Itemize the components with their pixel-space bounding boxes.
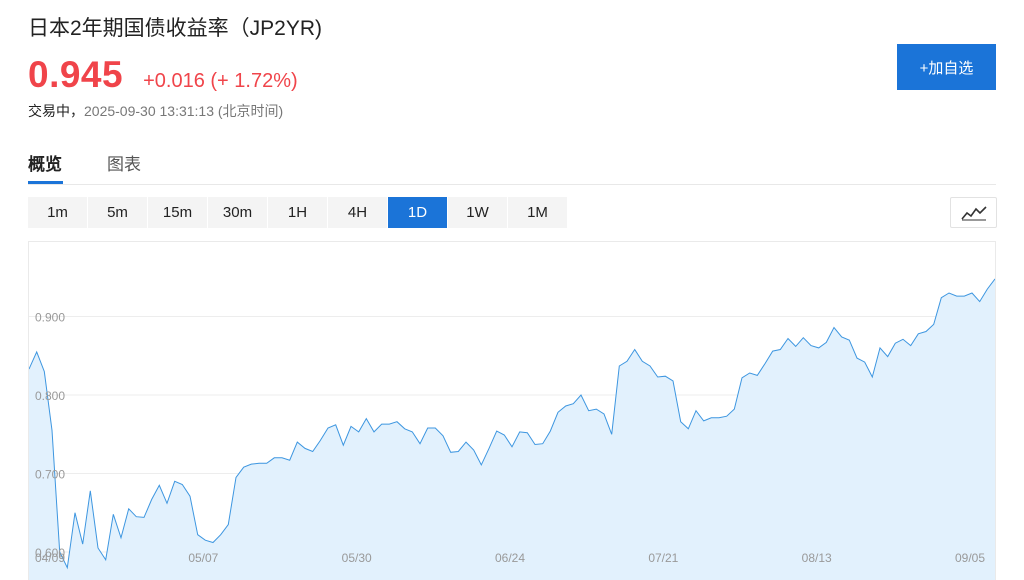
current-price: 0.945: [28, 54, 124, 95]
tab-bar: 概览 图表: [28, 146, 996, 185]
quote-row: 0.945 +0.016 (+ 1.72%): [28, 54, 298, 96]
period-30m[interactable]: 30m: [208, 197, 267, 228]
period-1w[interactable]: 1W: [448, 197, 507, 228]
period-selector: 1m 5m 15m 30m 1H 4H 1D 1W 1M: [28, 197, 568, 228]
chart-series-line: [29, 278, 995, 570]
x-tick-label: 09/05: [955, 551, 985, 565]
chart-area-fill: [29, 278, 995, 580]
x-tick-label: 05/30: [342, 551, 372, 565]
trading-status: 交易中，2025-09-30 13:31:13 (北京时间): [28, 101, 283, 121]
y-tick-label: 0.600: [35, 546, 65, 560]
price-change: +0.016 (+ 1.72%): [143, 70, 298, 92]
timestamp: 2025-09-30 13:31:13 (北京时间): [84, 103, 284, 119]
chart-svg: 0.600 0.700 0.800 0.900 04/09 05/07 05/30 06/24…: [29, 278, 995, 580]
active-tab-indicator: [28, 181, 63, 184]
y-tick-label: 0.900: [35, 311, 65, 325]
period-1h[interactable]: 1H: [268, 197, 327, 228]
x-tick-label: 05/07: [188, 551, 218, 565]
period-1m[interactable]: 1m: [28, 197, 87, 228]
tab-chart[interactable]: 图表: [107, 155, 141, 174]
period-5m[interactable]: 5m: [88, 197, 147, 228]
tab-overview[interactable]: 概览: [28, 155, 62, 174]
add-watchlist-button[interactable]: +加自选: [897, 44, 996, 90]
chart-type-button[interactable]: [950, 197, 997, 228]
x-tick-label: 08/13: [802, 551, 832, 565]
line-chart-icon: [960, 205, 987, 220]
x-tick-label: 07/21: [648, 551, 678, 565]
x-tick-label: 06/24: [495, 551, 525, 565]
price-chart[interactable]: 0.600 0.700 0.800 0.900 04/09 05/07 05/30 06/24…: [28, 241, 996, 580]
status-label: 交易中，: [28, 103, 84, 119]
page-title: 日本2年期国债收益率（JP2YR): [28, 17, 323, 40]
y-tick-label: 0.800: [35, 389, 65, 403]
period-15m[interactable]: 15m: [148, 197, 207, 228]
x-tick-label: 04/09: [35, 551, 65, 565]
period-4h[interactable]: 4H: [328, 197, 387, 228]
period-1d[interactable]: 1D: [388, 197, 447, 228]
period-1mo[interactable]: 1M: [508, 197, 567, 228]
y-tick-label: 0.700: [35, 467, 65, 481]
